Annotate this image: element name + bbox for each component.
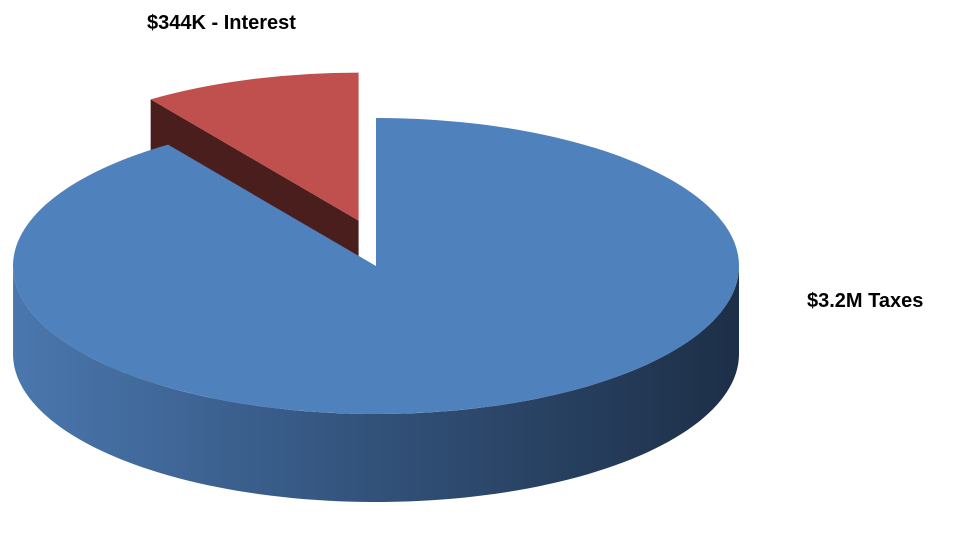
pie-slices	[12, 72, 740, 502]
slice-label-interest: $344K - Interest	[147, 12, 296, 34]
pie-slice-side-taxes	[13, 266, 739, 502]
pie-slice-top-interest	[150, 72, 359, 221]
pie-slice-top-taxes	[12, 118, 740, 414]
slice-label-taxes: $3.2M Taxes	[807, 290, 924, 312]
pie-slice-taxes	[12, 118, 740, 502]
